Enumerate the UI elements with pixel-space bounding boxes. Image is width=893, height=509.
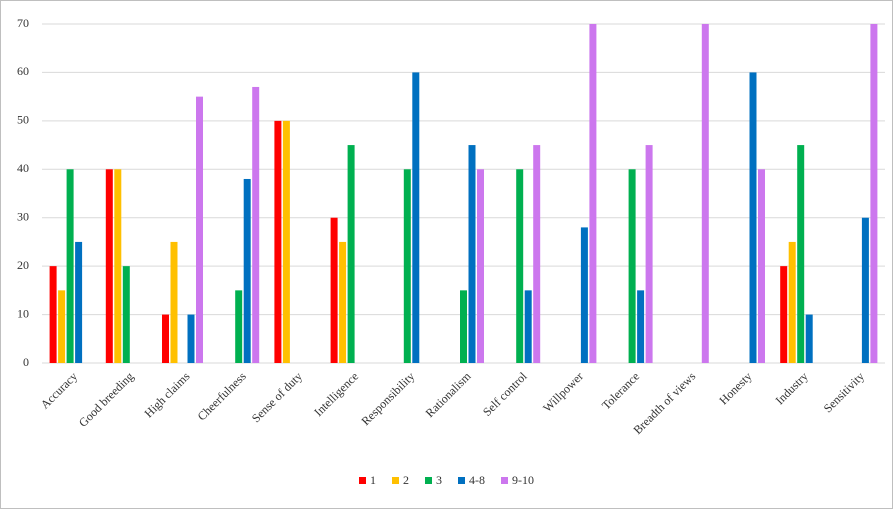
legend-label: 9-10 <box>512 473 534 487</box>
y-tick-label: 0 <box>23 355 29 369</box>
bar <box>758 169 765 363</box>
bar <box>252 86 260 363</box>
legend-swatch <box>425 477 432 484</box>
bar <box>114 169 122 363</box>
bar <box>187 314 195 363</box>
y-tick-label: 70 <box>17 16 29 30</box>
bar <box>49 266 57 363</box>
bar <box>628 169 636 363</box>
bar <box>589 24 597 363</box>
bar <box>339 241 347 363</box>
bar <box>797 145 805 363</box>
bar <box>468 145 476 363</box>
bar <box>196 96 203 364</box>
bar <box>870 24 878 363</box>
y-tick-label: 40 <box>17 161 29 175</box>
bar <box>533 145 541 363</box>
bar <box>780 266 788 363</box>
y-tick-label: 30 <box>17 209 29 223</box>
bar <box>580 227 588 363</box>
bar <box>243 178 251 363</box>
bar <box>788 241 796 363</box>
bar <box>105 169 113 363</box>
legend-label: 3 <box>436 473 442 487</box>
legend-label: 2 <box>403 473 409 487</box>
bar <box>274 120 282 363</box>
bar <box>861 217 869 363</box>
bar <box>235 290 243 363</box>
bar <box>162 314 169 363</box>
bar <box>477 169 484 363</box>
bar <box>516 169 524 363</box>
bar <box>637 290 645 363</box>
bar <box>701 24 709 363</box>
bar <box>170 241 178 363</box>
bar <box>645 145 653 363</box>
bar <box>347 145 355 363</box>
bar <box>524 290 532 363</box>
legend-swatch <box>501 477 508 484</box>
legend-swatch <box>392 477 399 484</box>
y-tick-label: 50 <box>17 113 29 127</box>
legend-label: 4-8 <box>469 473 485 487</box>
legend-swatch <box>458 477 465 484</box>
bar <box>330 217 338 363</box>
bar <box>412 72 420 363</box>
bar <box>805 314 813 363</box>
bar <box>282 120 290 363</box>
bar <box>75 241 83 363</box>
bar <box>749 72 757 363</box>
bar <box>460 290 467 363</box>
bar <box>58 290 66 363</box>
y-tick-label: 20 <box>17 258 29 272</box>
bar <box>122 266 130 363</box>
y-tick-label: 60 <box>17 64 29 78</box>
y-tick-label: 10 <box>17 306 29 320</box>
bar <box>66 169 74 363</box>
legend-label: 1 <box>370 473 376 487</box>
bar <box>403 169 411 363</box>
legend-swatch <box>359 477 366 484</box>
